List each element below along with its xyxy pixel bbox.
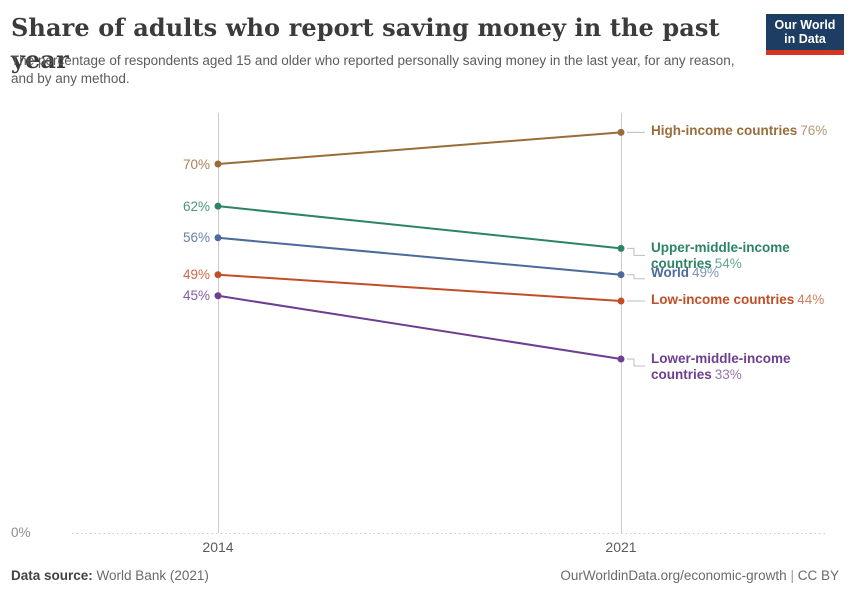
data-point-lower-middle-income-countries-2014[interactable]	[214, 292, 222, 300]
series-line-low-income-countries[interactable]	[217, 273, 622, 303]
data-point-high-income-countries-2021[interactable]	[617, 128, 625, 136]
page-subtitle: The percentage of respondents aged 15 an…	[11, 53, 735, 86]
owid-logo-line1: Our World	[774, 18, 836, 32]
series-end-label-low-income: Low-income countries 44%	[651, 292, 824, 308]
series-value: 33%	[714, 366, 742, 382]
label-connector-world	[627, 274, 645, 280]
series-line-world[interactable]	[217, 236, 622, 276]
series-value: 44%	[797, 291, 825, 307]
chart-footer: Data source: World Bank (2021) OurWorldi…	[11, 568, 839, 583]
series-line-lower-middle-income-countries[interactable]	[217, 294, 622, 361]
series-end-label-high-income: High-income countries 76%	[651, 123, 827, 139]
series-end-label-upper-middle-income: Upper-middle-income countries 54%	[651, 240, 793, 271]
data-point-high-income-countries-2014[interactable]	[214, 160, 222, 168]
data-point-world-2014[interactable]	[214, 234, 222, 242]
series-value: 76%	[800, 122, 828, 138]
data-source: Data source: World Bank (2021)	[11, 568, 209, 583]
y-axis-zero-label: 0%	[11, 525, 31, 540]
owid-logo[interactable]: Our World in Data	[766, 14, 844, 55]
series-value: 54%	[714, 255, 742, 271]
data-point-low-income-countries-2021[interactable]	[617, 297, 625, 305]
series-name: World	[651, 265, 689, 281]
series-name: Upper-middle-income	[651, 240, 790, 256]
series-name: countries	[651, 255, 712, 271]
license-link[interactable]: CC BY	[797, 568, 839, 583]
start-value-label-lower-middle-income: 45%	[182, 288, 210, 304]
x-tick-2014: 2014	[202, 539, 234, 555]
start-value-label-world: 56%	[182, 230, 210, 246]
start-value-label-high-income: 70%	[182, 156, 210, 172]
owid-url-link[interactable]: OurWorldinData.org/economic-growth	[560, 568, 787, 583]
series-name: High-income countries	[651, 122, 798, 138]
series-value: 49%	[692, 265, 720, 281]
data-point-upper-middle-income-countries-2014[interactable]	[214, 202, 222, 210]
series-name: countries	[651, 366, 712, 382]
label-connector-upper-middle-income-countries	[627, 247, 645, 256]
data-point-low-income-countries-2014[interactable]	[214, 271, 222, 279]
start-value-label-low-income: 49%	[182, 267, 210, 283]
series-name: Low-income countries	[651, 291, 795, 307]
data-source-value: World Bank (2021)	[96, 568, 209, 583]
series-name: Lower-middle-income	[651, 351, 791, 367]
data-point-world-2021[interactable]	[617, 271, 625, 279]
data-point-lower-middle-income-countries-2021[interactable]	[617, 355, 625, 363]
label-connector-lower-middle-income-countries	[627, 358, 645, 367]
series-end-label-world: World 49%	[651, 265, 719, 281]
footer-separator: |	[790, 568, 794, 583]
data-point-upper-middle-income-countries-2021[interactable]	[617, 244, 625, 252]
series-end-label-lower-middle-income: Lower-middle-income countries 33%	[651, 351, 794, 382]
owid-logo-line2: in Data	[784, 32, 826, 46]
footer-links: OurWorldinData.org/economic-growth | CC …	[560, 568, 839, 583]
x-tick-2021: 2021	[605, 539, 637, 555]
page-title: Share of adults who report saving money …	[11, 13, 720, 74]
series-line-upper-middle-income-countries[interactable]	[217, 205, 622, 250]
start-value-label-upper-middle-income: 62%	[182, 198, 210, 214]
data-source-label: Data source:	[11, 568, 93, 583]
series-line-high-income-countries[interactable]	[217, 131, 622, 165]
